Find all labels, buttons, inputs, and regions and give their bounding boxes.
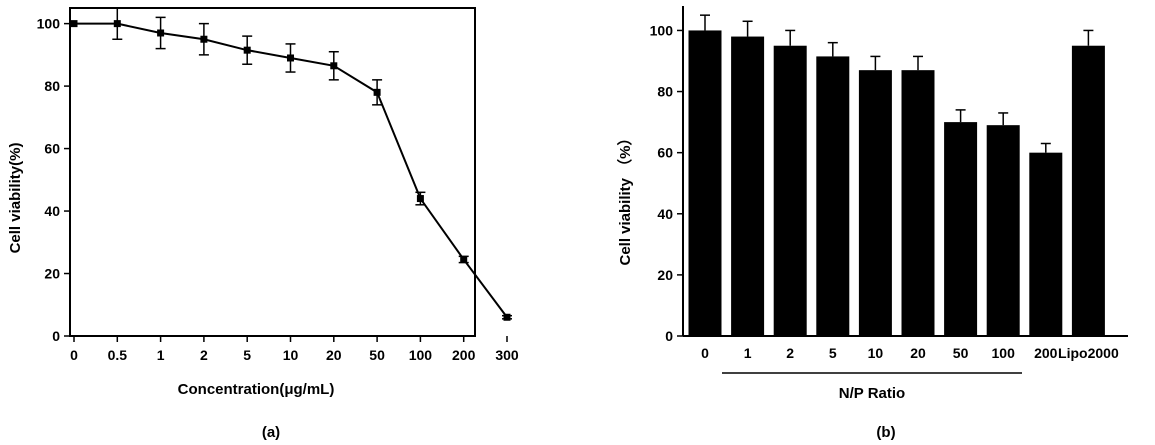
chart-b-y-axis-title: Cell viability （%） [616, 130, 634, 265]
chart-b-x-tick-label: 2 [786, 345, 794, 361]
chart-a-y-ticks: 0 20 40 60 80 100 [37, 16, 70, 344]
chart-a-x-tick-label: 50 [369, 347, 385, 363]
chart-b-y-tick-label: 0 [665, 328, 673, 344]
chart-b-x-tick-label: 5 [829, 345, 837, 361]
chart-a-x-tick-label: 0.5 [108, 347, 128, 363]
chart-b-bar [688, 30, 722, 336]
chart-a-y-tick-label: 80 [44, 78, 60, 94]
chart-b-bar [901, 70, 935, 337]
chart-b-bar [986, 125, 1020, 337]
chart-b-x-tick-label: 100 [992, 345, 1016, 361]
chart-a-x-axis-title: Concentration(μg/mL) [178, 381, 335, 398]
chart-a-panel-label: (a) [262, 424, 280, 441]
chart-b-y-ticks: 0 20 40 60 80 100 [650, 22, 683, 344]
chart-a-data-point [113, 20, 121, 28]
chart-a-x-ticks: 0 0.5 1 2 5 10 20 50 100 200 300 [70, 336, 519, 363]
chart-a-x-tick-label: 10 [283, 347, 299, 363]
chart-b-x-tick-label: 10 [868, 345, 884, 361]
chart-a-y-tick-label: 60 [44, 141, 60, 157]
chart-a-x-tick-label: 100 [409, 347, 433, 363]
chart-a-axes [69, 7, 476, 337]
chart-b-bar [944, 122, 978, 336]
chart-a-x-tick-label: 200 [452, 347, 476, 363]
chart-a-data-point [330, 62, 338, 70]
chart-b-x-tick-label: 1 [744, 345, 752, 361]
chart-b-y-tick-label: 60 [657, 145, 673, 161]
chart-b-bar [773, 45, 807, 336]
chart-a-data-point [416, 195, 424, 203]
chart-a-data-point [287, 54, 294, 62]
chart-a-data-point [200, 35, 208, 43]
chart-b-x-tick-label: 0 [701, 345, 709, 361]
chart-a-x-tick-label: 1 [157, 347, 165, 363]
chart-b-y-tick-label: 40 [657, 206, 673, 222]
chart-a-y-tick-label: 40 [44, 203, 60, 219]
chart-b-x-tick-label: Lipo2000 [1058, 345, 1119, 361]
chart-b-bar [816, 56, 850, 337]
chart-a-plot-frame [69, 7, 476, 337]
chart-b-x-tick-label: 20 [910, 345, 926, 361]
chart-b-bar [858, 70, 892, 337]
chart-a-x-tick-label: 300 [495, 347, 519, 363]
chart-a-y-tick-label: 100 [37, 16, 61, 32]
chart-b-x-ticks: 0 1 2 5 10 20 50 100 200 Lipo2000 [701, 345, 1119, 361]
chart-a: 0 20 40 60 80 100 0 0.5 1 2 5 10 20 50 100 200 300 Conc… [7, 7, 519, 441]
chart-a-data-point [503, 313, 511, 321]
chart-a-y-tick-label: 0 [52, 328, 60, 344]
chart-a-data-point [460, 255, 468, 263]
chart-b: 0 20 40 60 80 100 0 1 2 5 10 20 50 100 200 Lipo2000 N/… [616, 6, 1128, 441]
chart-a-data-point [157, 29, 165, 37]
chart-b-bar [1029, 152, 1063, 336]
chart-b-y-tick-label: 80 [657, 84, 673, 100]
chart-a-data-point [373, 88, 381, 96]
chart-b-panel-label: (b) [876, 424, 895, 441]
chart-a-x-tick-label: 0 [70, 347, 78, 363]
chart-a-data-point [70, 20, 78, 28]
chart-b-x-tick-label: 200 [1034, 345, 1058, 361]
chart-b-bar [1071, 45, 1105, 336]
chart-a-x-tick-label: 20 [326, 347, 342, 363]
chart-b-y-tick-label: 100 [650, 22, 674, 38]
chart-b-x-axis-title: N/P Ratio [839, 385, 905, 402]
chart-a-y-tick-label: 20 [44, 266, 60, 282]
chart-b-x-tick-label: 50 [953, 345, 969, 361]
chart-b-y-tick-label: 20 [657, 267, 673, 283]
chart-b-marks [688, 14, 1105, 337]
chart-b-bar [731, 36, 765, 337]
chart-a-x-tick-label: 2 [200, 347, 208, 363]
chart-a-data-point [243, 46, 251, 54]
chart-a-y-axis-title: Cell viability(%) [7, 143, 24, 254]
chart-a-x-tick-label: 5 [243, 347, 251, 363]
chart-a-marks [70, 7, 512, 321]
